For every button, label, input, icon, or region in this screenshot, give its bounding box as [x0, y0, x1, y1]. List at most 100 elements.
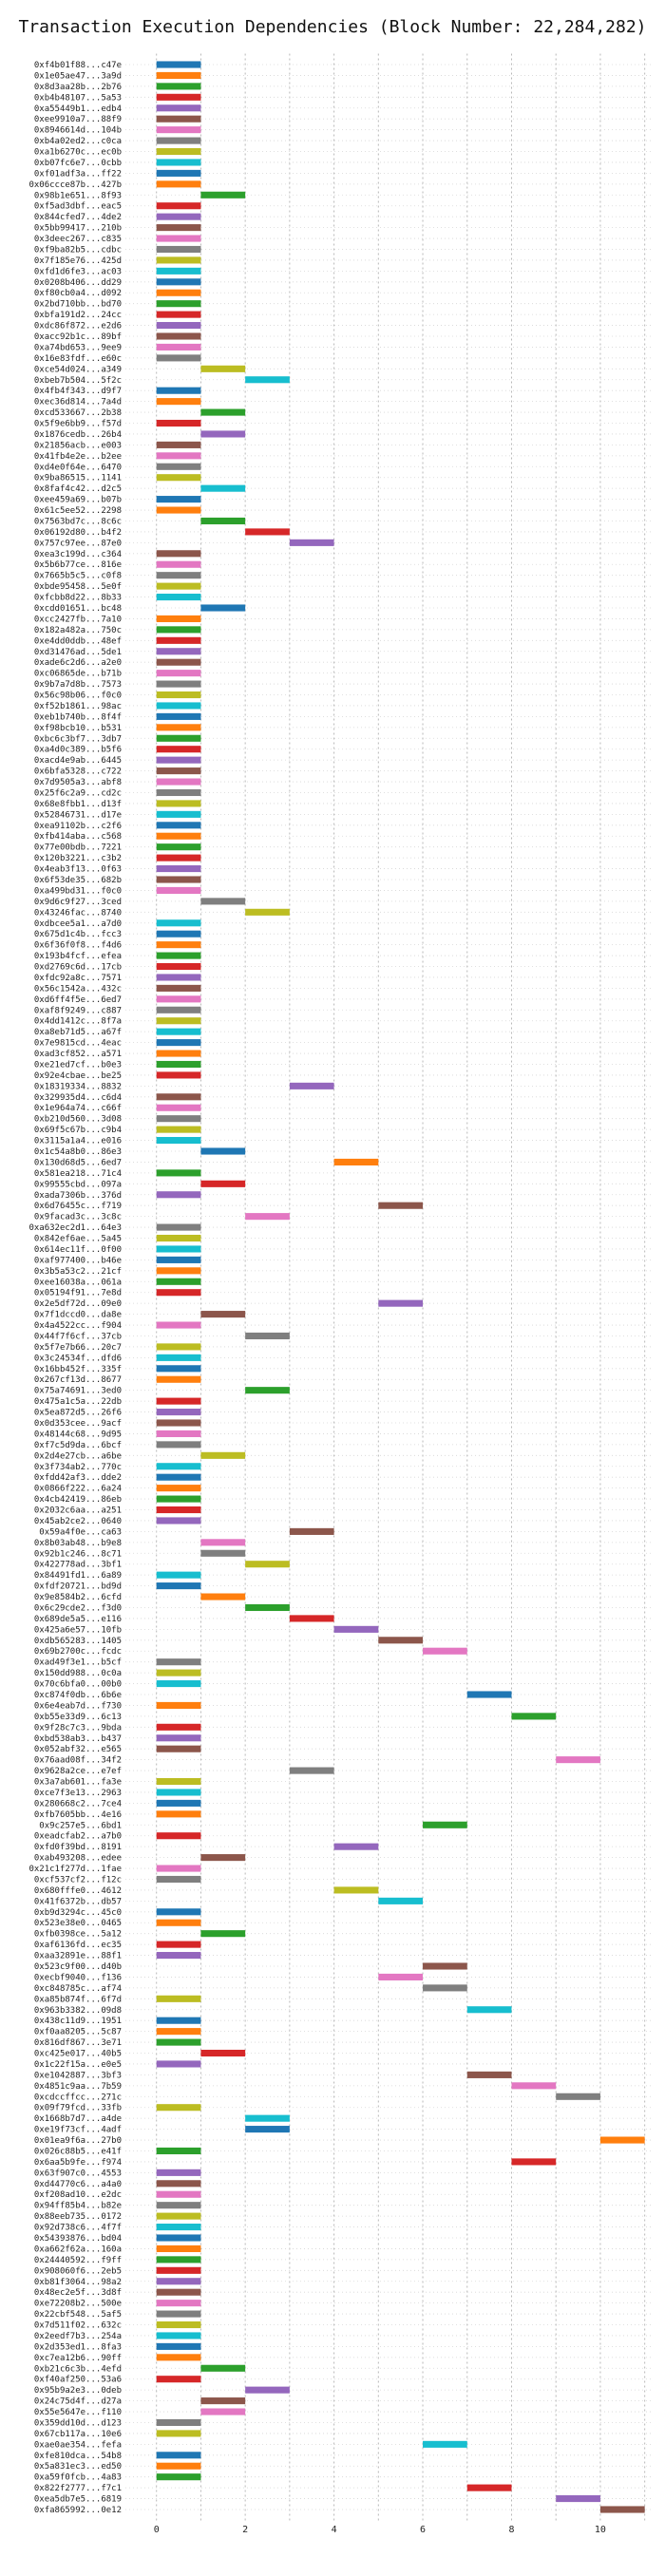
tx-bar — [156, 311, 201, 318]
tx-bar — [511, 2082, 557, 2090]
tx-bar — [156, 2017, 201, 2024]
tx-bar — [156, 1441, 201, 1449]
tx-label: 0x614ec11f...0f00 — [34, 1245, 122, 1255]
tx-label: 0xf01adf3a...ff22 — [34, 169, 122, 179]
tx-label: 0x329935d4...c6d4 — [34, 1093, 122, 1103]
tx-label: 0x94ff85b4...b82e — [34, 2202, 122, 2211]
tx-bar — [556, 2495, 600, 2503]
tx-label: 0x48144c68...9d95 — [34, 1430, 122, 1439]
tx-bar — [156, 1832, 201, 1840]
tx-label: 0x21c1f277d...1fae — [28, 1865, 122, 1874]
tx-label: 0x5ea872d5...26f6 — [34, 1409, 122, 1418]
tx-bar — [156, 800, 201, 807]
tx-bar — [156, 2104, 201, 2112]
tx-bar — [156, 930, 201, 938]
tx-label: 0x06192d80...b4f2 — [34, 528, 122, 538]
tx-label: 0xaf6136fd...ec35 — [34, 1941, 122, 1950]
tx-bar — [156, 1995, 201, 2002]
tx-label: 0xa55449b1...edb4 — [34, 104, 122, 114]
tx-label: 0x98b1e651...8f93 — [34, 191, 122, 200]
tx-label: 0xd2769c6d...17cb — [34, 963, 122, 973]
tx-label: 0x56c1542a...432c — [34, 984, 122, 994]
tx-label: 0xb21c6c3b...4efd — [34, 2364, 122, 2374]
tx-bar — [156, 2028, 201, 2036]
tx-bar — [156, 1223, 201, 1231]
tx-bar — [156, 332, 201, 340]
tx-bar — [156, 1354, 201, 1361]
tx-label: 0x9e8584b2...6cfd — [34, 1593, 122, 1602]
tx-label: 0xd44770c6...a4a0 — [34, 2180, 122, 2189]
tx-label: 0x24440592...f9ff — [34, 2256, 122, 2265]
tx-bar — [156, 1289, 201, 1297]
tx-bar — [156, 734, 201, 742]
tx-bar — [156, 2462, 201, 2470]
tx-bar — [200, 365, 246, 372]
tx-bar — [156, 1409, 201, 1416]
tx-bar — [156, 648, 201, 655]
tx-label: 0x052abf32...e565 — [34, 1745, 122, 1754]
tx-label: 0xd4e0f64e...6470 — [34, 463, 122, 472]
tx-bar — [156, 1517, 201, 1525]
tx-label: 0x6e4eab7d...f730 — [34, 1701, 122, 1711]
tx-label: 0xb9d3294c...45c0 — [34, 1908, 122, 1918]
tx-label: 0xcf537cf2...f12c — [34, 1875, 122, 1885]
tx-bar — [156, 1799, 201, 1807]
tx-label: 0x77e00bdb...7221 — [34, 843, 122, 853]
tx-label: 0x523c9f00...d40b — [34, 1962, 122, 1972]
tx-label: 0x99555cbd...097a — [34, 1180, 122, 1189]
tx-bar — [156, 126, 201, 134]
tx-bar — [466, 1691, 512, 1698]
tx-label: 0xfd1d6fe3...ac03 — [34, 267, 122, 276]
tx-label: 0xeb1b740b...8f4f — [34, 712, 122, 722]
tx-label: 0x92d738c6...4f7f — [34, 2224, 122, 2233]
tx-label: 0xb07fc6e7...0cbb — [34, 159, 122, 168]
tx-label: 0x7563bd7c...8c6c — [34, 517, 122, 526]
tx-bar — [156, 1397, 201, 1405]
tx-label: 0x359dd10d...d123 — [34, 2418, 122, 2428]
tx-bar — [599, 2506, 645, 2513]
tx-bar — [156, 289, 201, 296]
tx-label: 0x3b5a53c2...21cf — [34, 1267, 122, 1277]
tx-bar — [156, 594, 201, 601]
tx-label: 0xf0aa8205...5c87 — [34, 2028, 122, 2037]
tx-bar — [156, 2202, 201, 2209]
tx-bar — [156, 256, 201, 264]
tx-label: 0x7f185e76...425d — [34, 256, 122, 266]
tx-label: 0x2eedf7b3...254a — [34, 2332, 122, 2341]
tx-bar — [156, 962, 201, 971]
tx-label: 0xb81f3064...98a2 — [34, 2278, 122, 2287]
tx-bar — [156, 169, 201, 177]
tx-bar — [466, 2006, 512, 2014]
tx-bar — [156, 1169, 201, 1177]
tx-bar — [156, 278, 201, 286]
tx-bar — [156, 1810, 201, 1818]
tx-bar — [156, 2310, 201, 2318]
tx-bar — [245, 1561, 290, 1568]
tx-label: 0xfcbb8d22...8b33 — [34, 594, 122, 603]
tx-bar — [511, 1713, 557, 1720]
tx-label: 0x6d76455c...f719 — [34, 1202, 122, 1211]
tx-label: 0x963b3382...09d8 — [34, 2006, 122, 2016]
tx-bar — [156, 1234, 201, 1242]
tx-label: 0x75a74691...3ed0 — [34, 1387, 122, 1396]
tx-bar — [200, 1180, 246, 1187]
tx-bar — [423, 1647, 467, 1655]
tx-label: 0x25f6c2a9...cd2c — [34, 788, 122, 798]
tx-bar — [156, 2332, 201, 2339]
tx-bar — [156, 147, 201, 156]
tx-label: 0xaa32891e...88f1 — [34, 1952, 122, 1961]
tx-label: 0x280668c2...7ce4 — [34, 1799, 122, 1809]
tx-bar — [200, 1854, 246, 1862]
tx-label: 0xfdd42af3...dde2 — [34, 1473, 122, 1483]
tx-bar — [156, 2212, 201, 2220]
tx-bar — [156, 756, 201, 764]
tx-bar — [156, 680, 201, 688]
tx-label: 0xf52b1861...98ac — [34, 702, 122, 711]
tx-bar — [156, 746, 201, 753]
tx-bar — [156, 2288, 201, 2296]
tx-label: 0x4eab3f13...0f63 — [34, 865, 122, 875]
tx-bar — [289, 1615, 334, 1622]
tx-bar — [156, 1875, 201, 1884]
tx-label: 0xe21ed7cf...b0e3 — [34, 1060, 122, 1070]
